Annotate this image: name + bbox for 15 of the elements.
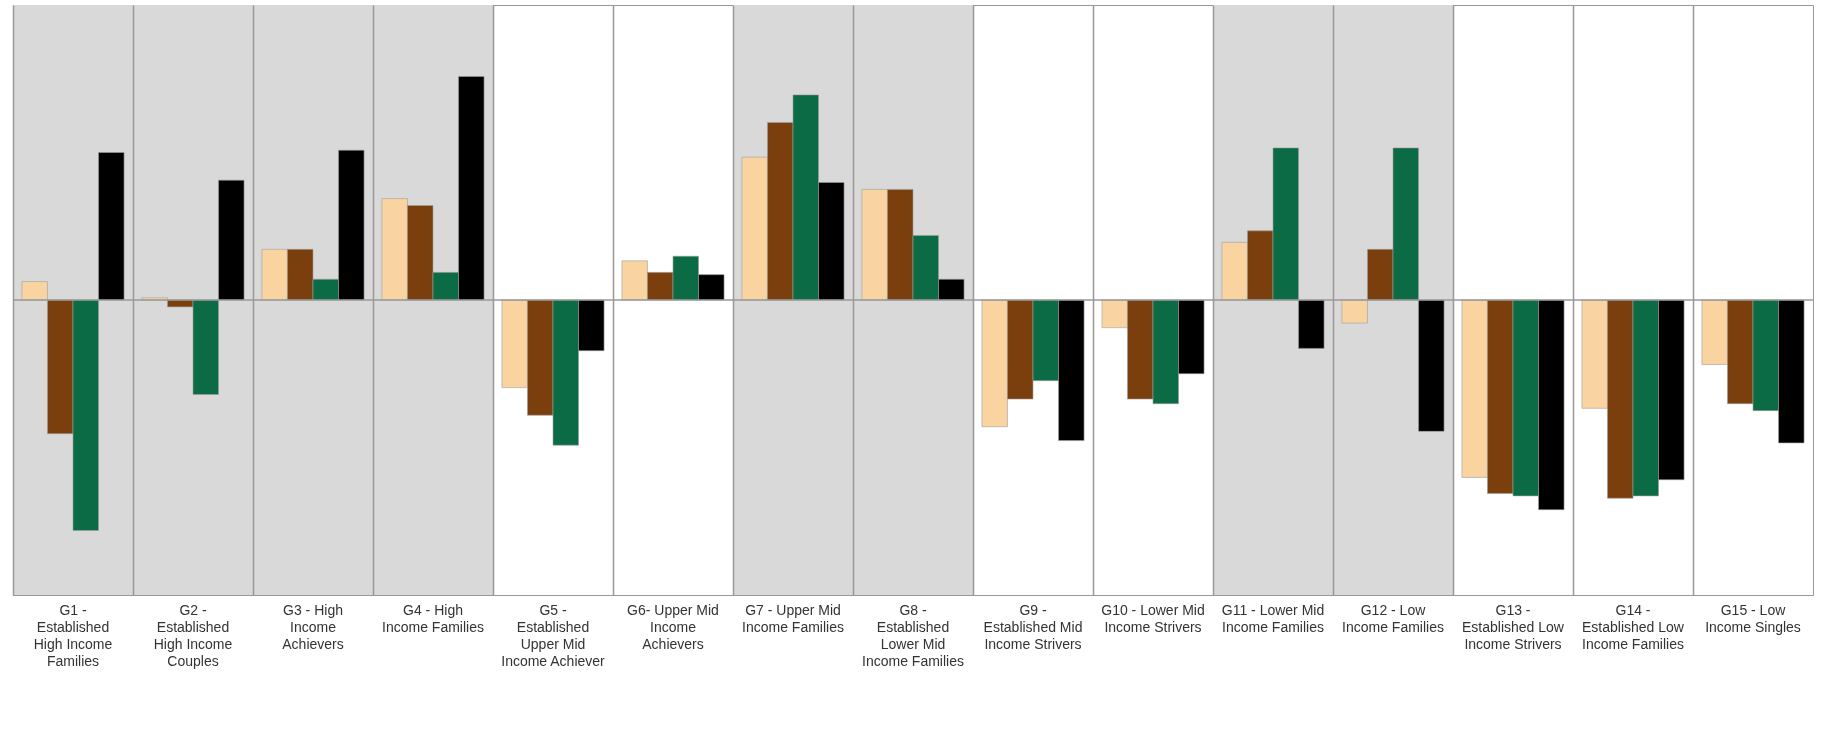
x-tick-label: G8 - Established Lower Mid Income Families <box>862 601 964 669</box>
x-tick-label: G1 - Established High Income Families <box>33 601 113 669</box>
x-tick-label: G13 - Established Low Income Strivers <box>1462 601 1565 652</box>
x-tick-label: G4 - High Income Families <box>382 601 484 635</box>
x-tick-label: G15 - Low Income Singles <box>1705 601 1801 635</box>
x-tick-label: G11 - Lower Mid Income Families <box>1221 601 1325 635</box>
x-tick-label: G14 - Established Low Income Families <box>1582 601 1685 652</box>
x-tick-label: G2 - Established High Income Couples <box>153 601 233 669</box>
x-tick-label: G3 - High Income Achievers <box>282 601 344 652</box>
x-tick-label: G6- Upper Mid Income Achievers <box>627 601 719 652</box>
x-tick-label: G12 - Low Income Families <box>1342 601 1444 635</box>
x-tick-label: G5 - Established Upper Mid Income Achiever <box>501 601 606 669</box>
x-tick-label: G7 - Upper Mid Income Families <box>742 601 844 635</box>
x-tick-label: G9 - Established Mid Income Strivers <box>983 601 1083 652</box>
x-tick-label: G10 - Lower Mid Income Strivers <box>1101 601 1205 635</box>
